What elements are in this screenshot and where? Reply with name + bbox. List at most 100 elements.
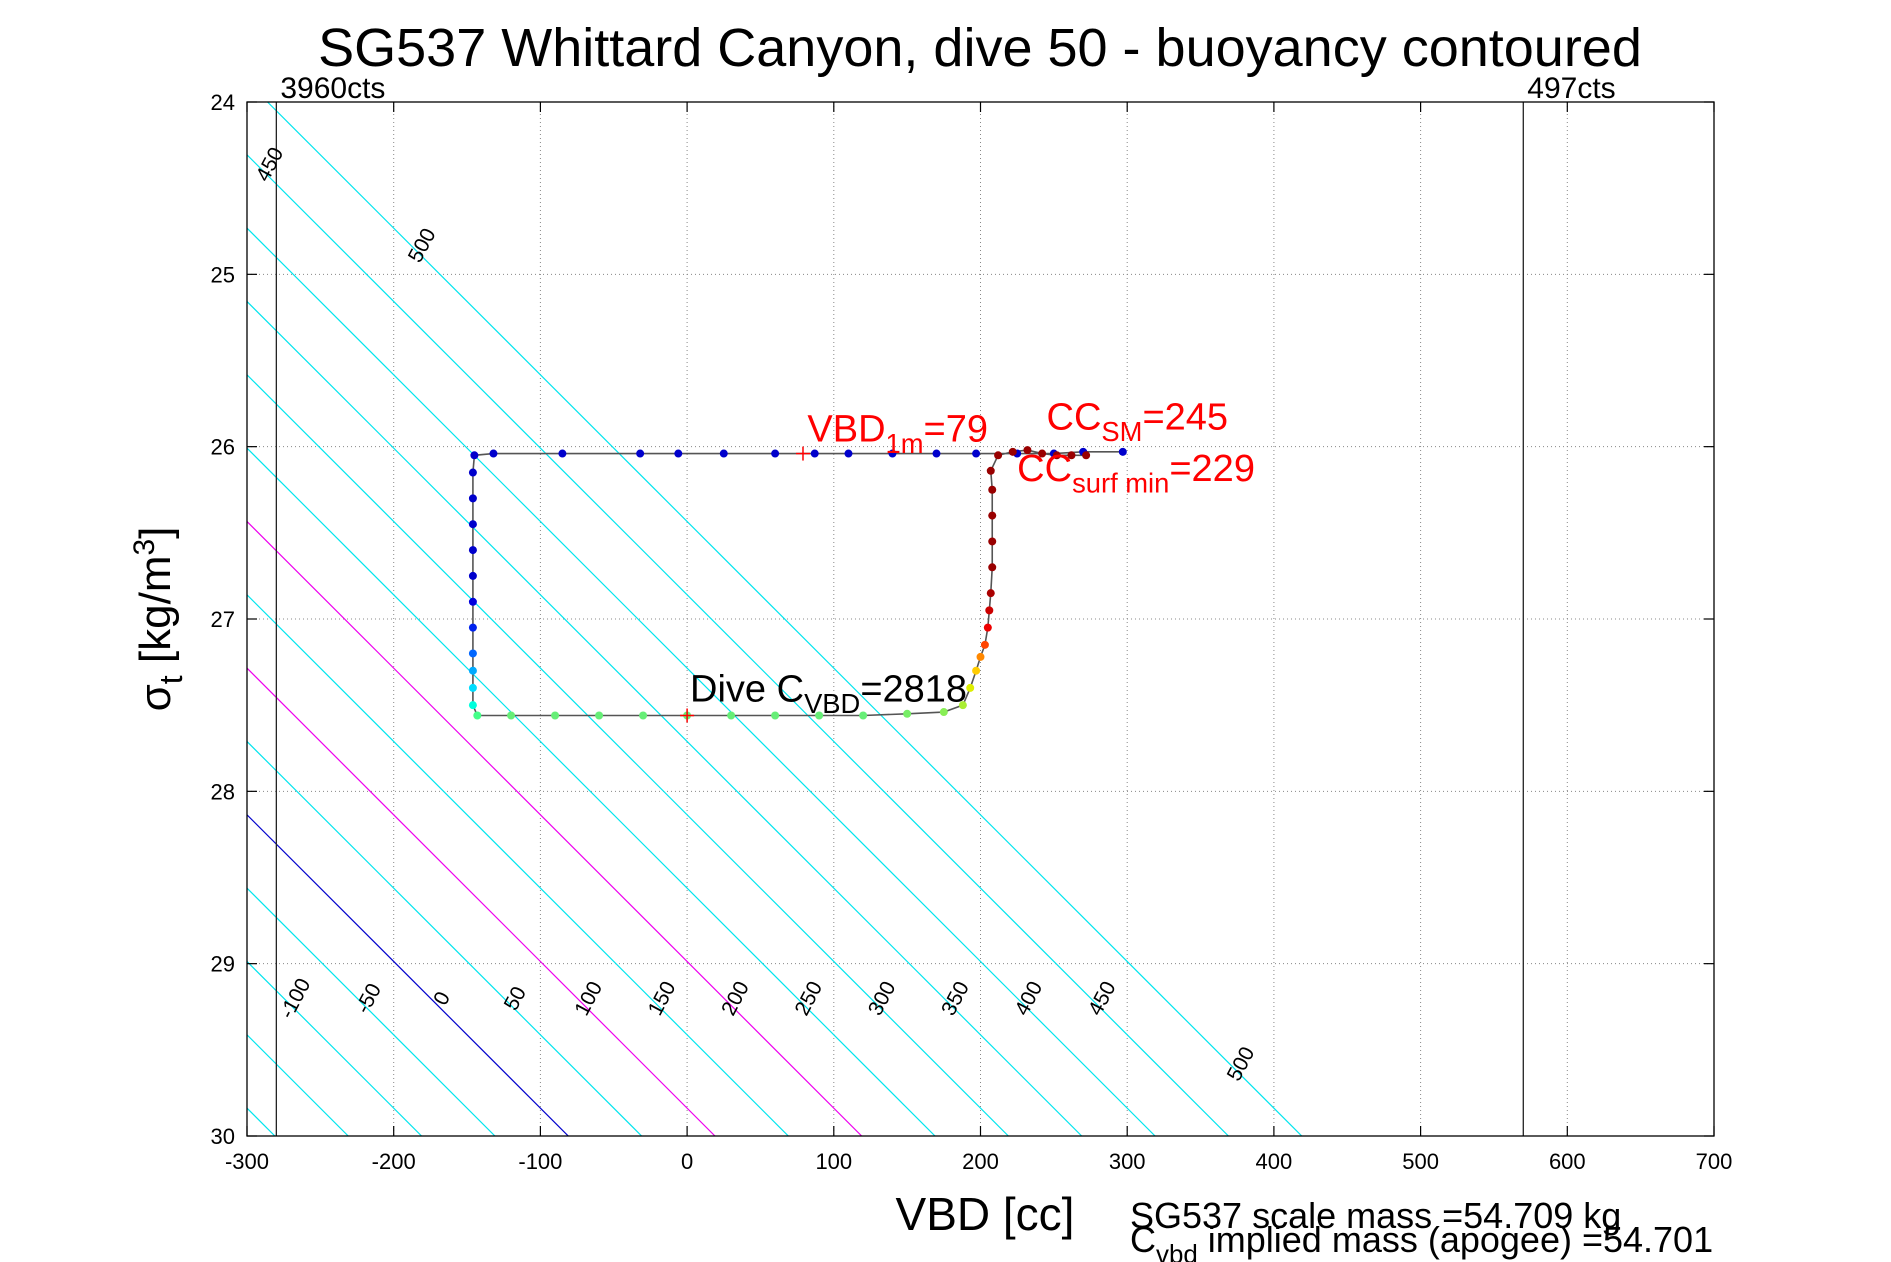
dive-path: [468, 446, 1127, 720]
contour-line: [247, 373, 1009, 1136]
x-tick-label: -300: [225, 1149, 269, 1174]
x-tick-label: -100: [518, 1149, 562, 1174]
axis-ticks: -300 -200 -100 0 100 200 300 400 500 600 700 24 25 26…: [211, 90, 1733, 1174]
cross-marker: [680, 708, 695, 723]
chart-title: SG537 Whittard Canyon, dive 50 - buoyanc…: [318, 18, 1642, 78]
dive-point: [468, 468, 477, 477]
dive-point: [972, 666, 981, 675]
dive-point: [489, 449, 498, 458]
annotation-base: VBD: [807, 408, 885, 450]
x-tick-label: 100: [815, 1149, 852, 1174]
dive-point: [468, 571, 477, 580]
dive-point: [844, 449, 853, 458]
dive-point: [986, 589, 995, 598]
dive-point: [468, 520, 477, 529]
x-tick-label: 200: [962, 1149, 999, 1174]
y-axis-label: σt [kg/m3]: [128, 527, 189, 712]
dive-point: [859, 711, 868, 720]
dive-point: [1082, 451, 1091, 460]
contour-line: [267, 102, 1303, 1136]
dive-point: [468, 701, 477, 710]
y-tick-label: 28: [211, 779, 235, 804]
x-tick-label: 600: [1549, 1149, 1586, 1174]
dive-point: [727, 711, 736, 720]
dive-point: [674, 449, 683, 458]
annotation-base: C: [1130, 1219, 1156, 1260]
footer-scale-mass: SG537 scale mass =54.709 kg: [1130, 1195, 1621, 1236]
contour-line: [247, 593, 789, 1136]
ylabel-end: ]: [131, 527, 180, 539]
dive-point: [468, 546, 477, 555]
x-tick-label: 400: [1256, 1149, 1293, 1174]
y-tick-label: 30: [211, 1124, 235, 1149]
x-tick-label: 700: [1696, 1149, 1733, 1174]
dive-point: [966, 683, 975, 692]
ylabel-sup: 3: [128, 539, 161, 556]
dive-markers: [680, 446, 810, 723]
dive-point: [473, 711, 482, 720]
dive-point: [771, 711, 780, 720]
contour-line: [247, 887, 496, 1136]
x-tick-label: -200: [372, 1149, 416, 1174]
x-tick-label: 300: [1109, 1149, 1146, 1174]
dive-point: [468, 666, 477, 675]
contour-line: [247, 300, 1083, 1136]
ylabel-base: σ: [131, 684, 180, 711]
annotation-dive_c: Dive CVBD=2818: [690, 669, 967, 719]
dive-point: [888, 449, 897, 458]
contour-line: [247, 813, 569, 1136]
dive-point: [771, 449, 780, 458]
x-axis-label: VBD [cc]: [896, 1188, 1075, 1240]
annotation-cc_surf: CCsurf min=229: [1017, 448, 1255, 498]
limit-line-label: 497cts: [1527, 72, 1615, 105]
limit-line-label: 3960cts: [280, 72, 385, 105]
annotation-rest: =79: [924, 408, 988, 450]
dive-point: [1008, 447, 1017, 456]
dive-point: [988, 563, 997, 572]
ylabel-rest: [kg/m: [131, 556, 180, 676]
dive-point: [1118, 447, 1127, 456]
footer-implied-mass: Cvbd implied mass (apogee) =54.701: [1130, 1219, 1713, 1262]
annotation-sub: SM: [1101, 416, 1142, 447]
contour-line: [0, 102, 55, 1136]
dive-point: [932, 449, 941, 458]
y-tick-label: 26: [211, 435, 235, 460]
dive-point: [988, 537, 997, 546]
annotation-rest: =2818: [860, 669, 967, 711]
dive-point: [468, 649, 477, 658]
contour-line: [0, 102, 128, 1136]
annotation-cc_sm: CCSM=245: [1047, 396, 1229, 446]
annotation-rest: =245: [1142, 396, 1228, 438]
dive-point: [468, 683, 477, 692]
dive-point: [639, 711, 648, 720]
dive-point: [1038, 449, 1047, 458]
annotation-sub: vbd: [1156, 1241, 1198, 1262]
annotation-base: CC: [1017, 448, 1072, 490]
dive-point: [636, 449, 645, 458]
dive-point: [719, 449, 728, 458]
dive-point: [980, 640, 989, 649]
dive-point: [988, 485, 997, 494]
dive-point: [976, 652, 985, 661]
annotation-base: CC: [1047, 396, 1102, 438]
dive-point: [810, 449, 819, 458]
dive-point: [551, 711, 560, 720]
dive-point: [1023, 446, 1032, 455]
contour-line: [247, 153, 1229, 1136]
contour-line: [247, 667, 716, 1136]
dive-point: [994, 451, 1003, 460]
dive-point: [972, 449, 981, 458]
dive-point: [468, 494, 477, 503]
annotation-sub: 1m: [886, 428, 924, 459]
cross-marker: [795, 446, 810, 461]
dive-point: [468, 623, 477, 632]
dive-point: [507, 711, 516, 720]
annotation-vbd_1m: VBD1m=79: [807, 408, 988, 458]
limit-lines: 3960cts 497cts: [275, 72, 1616, 1136]
buoyancy-contours: [0, 102, 1303, 1136]
dive-point: [468, 597, 477, 606]
contour-line: [247, 447, 936, 1136]
dive-point: [470, 451, 479, 460]
contour-line: [247, 227, 1156, 1136]
